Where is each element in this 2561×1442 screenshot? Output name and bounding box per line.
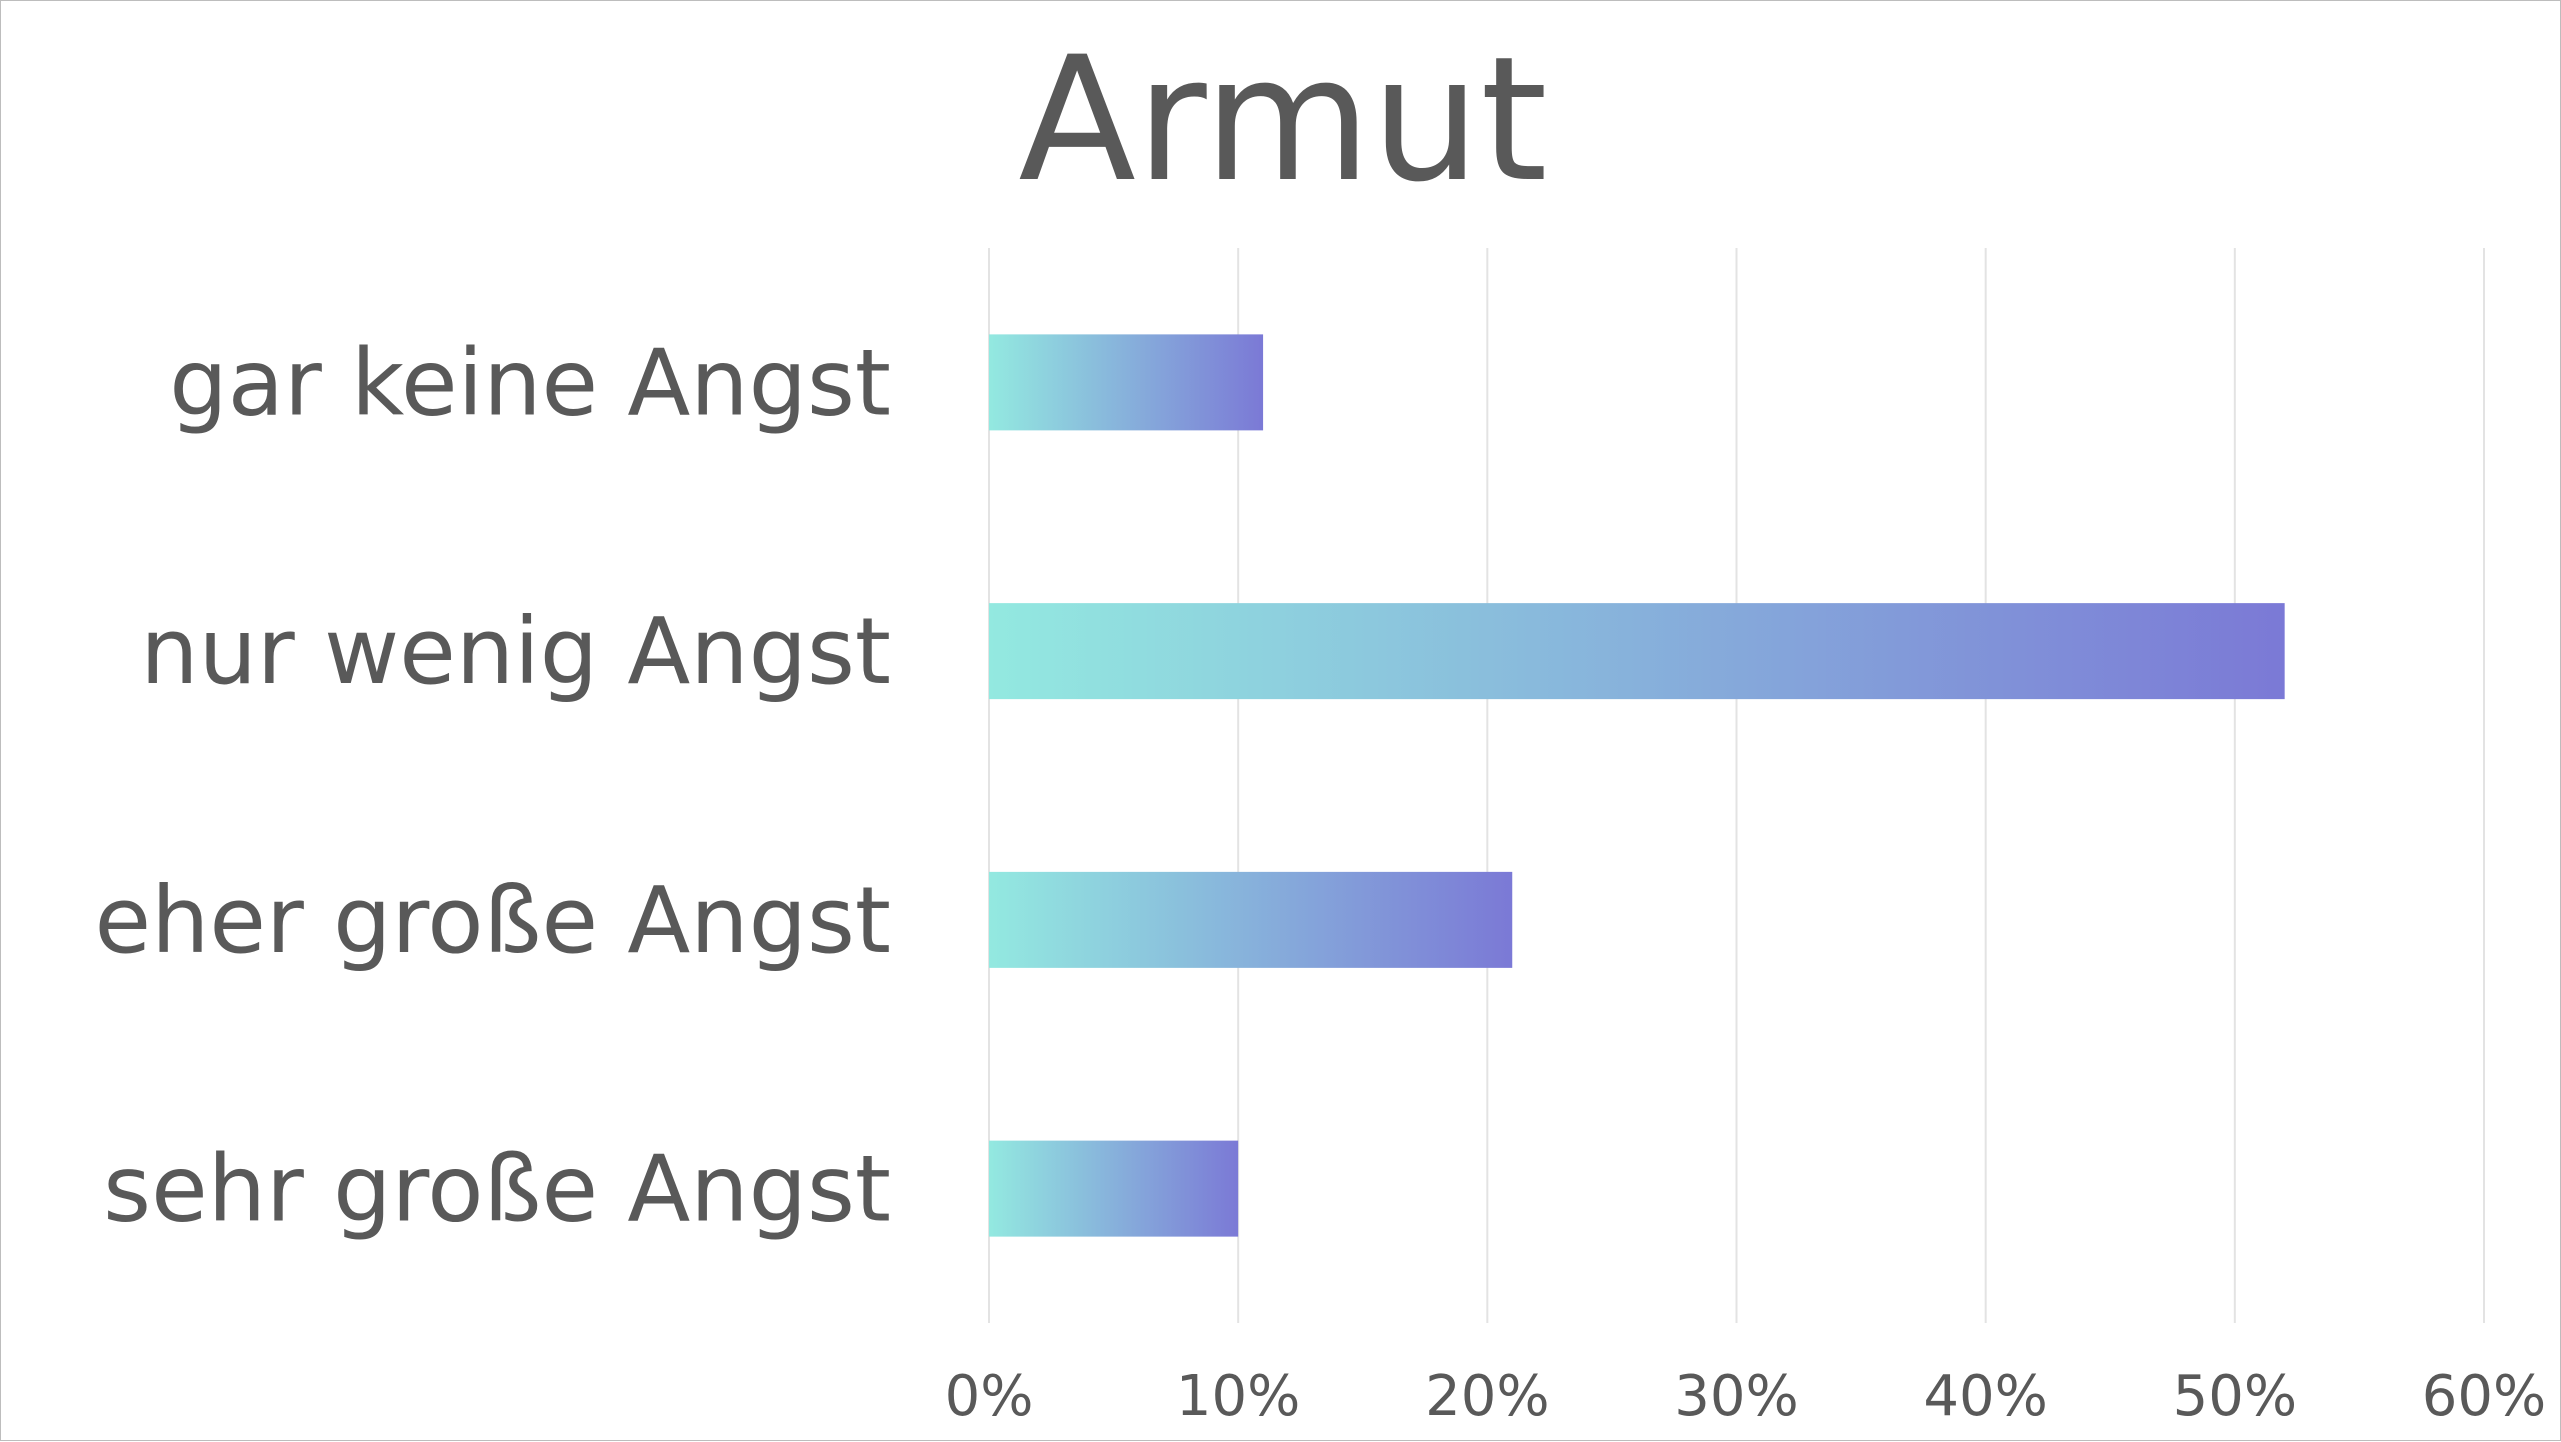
- bar: [989, 871, 1513, 968]
- x-tick-label: 50%: [2173, 1364, 2297, 1429]
- bar: [989, 603, 2285, 700]
- x-tick-label: 20%: [1425, 1364, 1549, 1429]
- category-label: nur wenig Angst: [140, 598, 891, 705]
- x-tick-labels: 0% 10% 20% 30% 40% 50% 60%: [945, 1364, 2547, 1429]
- category-label: sehr große Angst: [103, 1136, 891, 1243]
- x-tick-label: 10%: [1176, 1364, 1300, 1429]
- category-label: gar keine Angst: [169, 329, 891, 436]
- bar: [989, 334, 1264, 431]
- x-tick-label: 60%: [2422, 1364, 2546, 1429]
- chart-title: Armut: [1018, 19, 1547, 220]
- x-tick-label: 30%: [1674, 1364, 1798, 1429]
- x-tick-label: 0%: [945, 1364, 1034, 1429]
- bar: [989, 1140, 1239, 1237]
- bars: [989, 334, 2285, 1237]
- category-labels: gar keine Angst nur wenig Angst eher große…: [94, 329, 891, 1242]
- x-tick-label: 40%: [1923, 1364, 2047, 1429]
- category-label: eher große Angst: [94, 867, 891, 974]
